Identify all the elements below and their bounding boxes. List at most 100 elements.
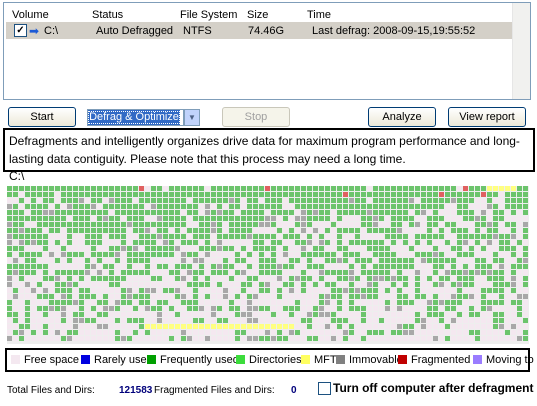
cluster-block [415,306,420,311]
cluster-block [37,282,42,287]
cluster-block [103,270,108,275]
cluster-block [85,216,90,221]
cluster-block [127,246,132,251]
cluster-block [487,234,492,239]
cluster-block [229,336,234,341]
cluster-block [499,330,504,335]
cluster-block [481,300,486,305]
cluster-block [31,300,36,305]
column-header-volume[interactable]: Volume [12,9,49,21]
analyze-button[interactable]: Analyze [368,107,436,127]
cluster-block [223,324,228,329]
volume-list-scrollbar[interactable] [512,3,530,99]
cluster-block [223,258,228,263]
column-header-size[interactable]: Size [247,9,269,21]
cluster-block [55,228,60,233]
cluster-block [139,252,144,257]
cluster-block [199,252,204,257]
cluster-block [199,198,204,203]
shutdown-checkbox[interactable] [318,382,331,395]
volume-checkbox[interactable]: ✓ [14,24,27,37]
cluster-block [343,264,348,269]
cluster-block [187,306,192,311]
cluster-block [265,204,270,209]
cluster-block [409,282,414,287]
cluster-block [349,276,354,281]
column-header-file-system[interactable]: File System [180,9,238,21]
cluster-block [229,288,234,293]
cluster-block [265,228,270,233]
cluster-block [37,330,42,335]
cluster-block [415,312,420,317]
cluster-block [247,204,252,209]
cluster-block [487,186,492,191]
cluster-block [415,276,420,281]
cluster-block [139,282,144,287]
cluster-block [325,318,330,323]
cluster-block [451,336,456,341]
cluster-block [181,264,186,269]
cluster-block [133,324,138,329]
cluster-block [373,240,378,245]
column-header-time[interactable]: Time [307,9,332,21]
dropdown-arrow-icon[interactable]: ▼ [184,109,200,126]
cluster-block [271,282,276,287]
cluster-block [115,270,120,275]
cluster-block [205,186,210,191]
column-header-status[interactable]: Status [92,9,124,21]
volume-list[interactable]: Volume Status File System Size Time ✓ ➡ … [3,2,531,100]
cluster-block [319,258,324,263]
cluster-block [259,312,264,317]
cluster-block [505,264,510,269]
cluster-block [259,228,264,233]
mode-dropdown[interactable]: Defrag & Optimize [87,109,184,126]
cluster-block [415,198,420,203]
cluster-block [55,186,60,191]
cluster-block [361,216,366,221]
cluster-block [505,246,510,251]
cluster-block [139,210,144,215]
cluster-block [169,324,174,329]
start-button[interactable]: Start [8,107,76,127]
cluster-block [361,300,366,305]
cluster-block [331,246,336,251]
cluster-block [61,216,66,221]
cluster-block [253,294,258,299]
cluster-block [25,246,30,251]
cluster-block [49,210,54,215]
cluster-block [193,276,198,281]
cluster-block [403,216,408,221]
cluster-block [151,276,156,281]
cluster-block [475,252,480,257]
cluster-block [343,216,348,221]
cluster-block [379,210,384,215]
cluster-block [7,222,12,227]
cluster-block [415,300,420,305]
cluster-block [43,288,48,293]
cluster-block [433,288,438,293]
cluster-block [25,186,30,191]
cluster-block [277,234,282,239]
cluster-block [283,324,288,329]
cluster-block [157,246,162,251]
cluster-block [115,228,120,233]
cluster-block [7,252,12,257]
cluster-block [241,228,246,233]
cluster-block [49,258,54,263]
cluster-block [13,312,18,317]
cluster-block [85,288,90,293]
cluster-block [61,276,66,281]
shutdown-label[interactable]: Turn off computer after defragment [333,381,534,395]
cluster-block [409,300,414,305]
cluster-block [469,222,474,227]
volume-row[interactable]: ✓ ➡ C:\ Auto Defragged NTFS 74.46G Last … [6,22,512,39]
cluster-block [91,234,96,239]
cluster-block [193,234,198,239]
stop-button[interactable]: Stop [222,107,290,127]
cluster-block [121,330,126,335]
view-report-button[interactable]: View report [448,107,526,127]
cluster-block [43,222,48,227]
cluster-block [205,264,210,269]
cluster-block [439,282,444,287]
cluster-block [367,222,372,227]
